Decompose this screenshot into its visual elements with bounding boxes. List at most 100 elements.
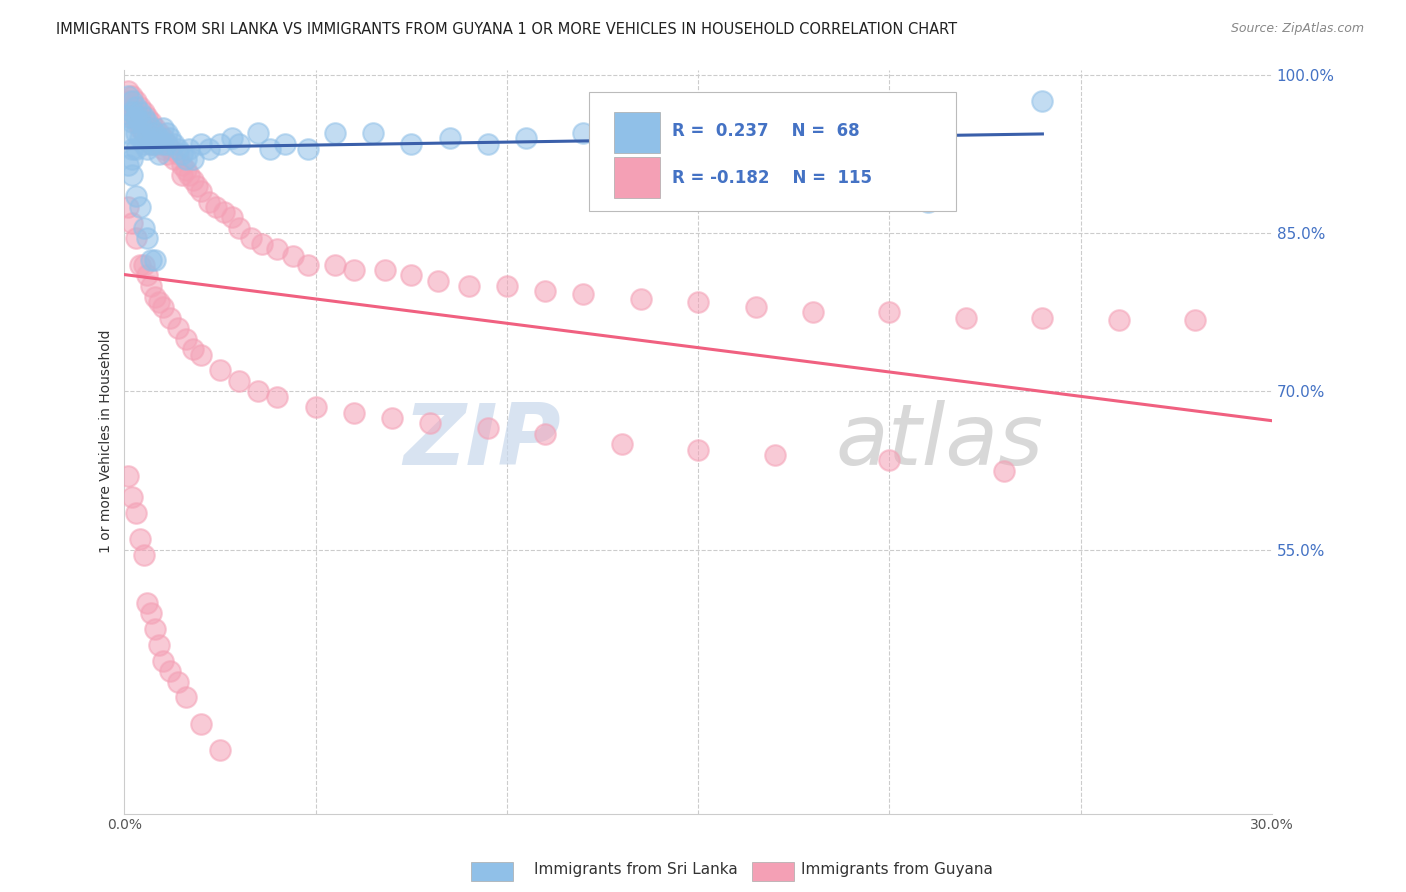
Point (141, 115, 163, 129)
Point (155, 136, 177, 151)
Point (159, 310, 181, 325)
Point (179, 168, 201, 182)
Point (186, 178, 208, 193)
Point (688, 442, 710, 457)
Point (155, 147, 177, 161)
Point (143, 126, 166, 140)
Point (132, 548, 155, 562)
Point (143, 131, 166, 145)
Text: atlas: atlas (837, 401, 1043, 483)
Point (125, 231, 148, 245)
Point (117, 95, 139, 109)
Point (148, 131, 170, 145)
Point (801, 305, 824, 319)
Point (136, 110, 159, 124)
Text: Source: ZipAtlas.com: Source: ZipAtlas.com (1230, 22, 1364, 36)
Text: R =  0.237    N =  68: R = 0.237 N = 68 (672, 122, 859, 140)
Point (152, 136, 174, 151)
Point (181, 343, 204, 357)
Point (128, 131, 150, 145)
Point (534, 284, 557, 298)
Point (136, 231, 159, 245)
Point (209, 743, 232, 757)
Point (572, 126, 595, 140)
Point (401, 136, 423, 151)
Point (688, 126, 710, 140)
Point (515, 131, 537, 145)
Point (128, 532, 150, 546)
Point (212, 205, 235, 219)
Point (763, 448, 786, 462)
Point (141, 120, 163, 135)
Point (205, 200, 228, 214)
Point (136, 131, 159, 145)
Point (374, 263, 396, 277)
Point (117, 126, 139, 140)
Point (266, 242, 288, 256)
Point (125, 189, 148, 203)
Point (209, 136, 232, 151)
Text: Immigrants from Guyana: Immigrants from Guyana (801, 863, 993, 877)
Point (132, 115, 155, 129)
Point (163, 136, 186, 151)
Point (610, 437, 633, 451)
Point (148, 147, 170, 161)
Point (228, 136, 250, 151)
Point (136, 595, 159, 609)
Y-axis label: 1 or more Vehicles in Household: 1 or more Vehicles in Household (100, 330, 114, 553)
Point (132, 126, 155, 140)
Point (197, 142, 219, 156)
Point (159, 131, 181, 145)
Point (439, 131, 461, 145)
Point (152, 120, 174, 135)
Point (136, 142, 159, 156)
Point (343, 406, 366, 420)
Point (125, 115, 148, 129)
Point (117, 89, 139, 103)
Point (170, 168, 193, 182)
Point (1031, 95, 1053, 109)
Point (167, 147, 190, 161)
Point (121, 142, 143, 156)
Point (121, 153, 143, 167)
Point (228, 374, 250, 388)
Point (132, 126, 155, 140)
Point (159, 142, 181, 156)
Point (152, 654, 174, 668)
Point (221, 131, 243, 145)
Point (125, 142, 148, 156)
Point (174, 690, 197, 705)
FancyBboxPatch shape (589, 92, 956, 211)
Point (143, 289, 166, 303)
Point (152, 131, 174, 145)
Point (141, 279, 163, 293)
Point (572, 287, 595, 301)
FancyBboxPatch shape (614, 112, 661, 153)
Point (496, 279, 519, 293)
Text: Immigrants from Sri Lanka: Immigrants from Sri Lanka (534, 863, 738, 877)
Point (190, 184, 212, 198)
Point (170, 147, 193, 161)
Point (274, 136, 297, 151)
Point (125, 110, 148, 124)
Point (917, 194, 939, 209)
Point (136, 268, 159, 283)
Point (477, 421, 499, 435)
Point (477, 136, 499, 151)
Point (170, 158, 193, 172)
Point (148, 136, 170, 151)
Point (630, 292, 652, 306)
Point (839, 120, 862, 135)
Point (121, 115, 143, 129)
Point (117, 84, 139, 98)
Point (179, 142, 201, 156)
Point (174, 332, 197, 346)
Point (955, 310, 977, 325)
Point (125, 95, 148, 109)
Point (125, 104, 148, 119)
Point (190, 347, 212, 361)
Point (121, 168, 143, 182)
Point (117, 158, 139, 172)
Point (128, 200, 150, 214)
Point (121, 490, 143, 504)
